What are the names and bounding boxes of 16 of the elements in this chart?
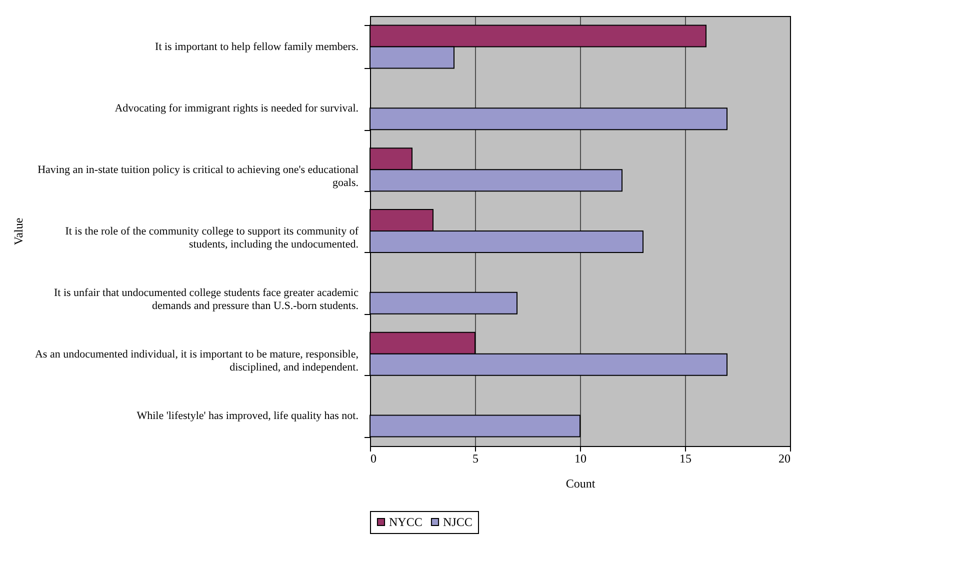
x-tick-label: 15: [680, 452, 692, 466]
x-tick-label: 0: [370, 452, 376, 466]
legend-label: NJCC: [443, 515, 472, 529]
y-tick-label: It is the role of the community college to support its community of students, including the undocumented.: [65, 226, 359, 250]
x-axis-title: Count: [566, 476, 596, 490]
y-tick-label: It is important to help fellow family members.: [155, 41, 359, 54]
x-tick-label: 10: [574, 452, 586, 466]
x-tick-label: 20: [778, 452, 790, 466]
y-axis-title: Value: [12, 218, 26, 246]
y-tick-label: It is unfair that undocumented college students face greater academic demands and pressure than U.S.-born students.: [54, 286, 359, 312]
legend-label: NYCC: [389, 515, 422, 529]
y-tick-label: Advocating for immigrant rights is needed for survival.: [114, 102, 359, 115]
y-tick-label: Having an in-state tuition policy is critical to achieving one's educational goals.: [38, 164, 359, 190]
x-tick-label: 5: [472, 452, 478, 466]
y-tick-label: While 'lifestyle' has improved, life quality has not.: [136, 410, 359, 422]
y-tick-label: As an undocumented individual, it is important to be mature, responsible, disciplined, and independent.: [34, 348, 359, 374]
